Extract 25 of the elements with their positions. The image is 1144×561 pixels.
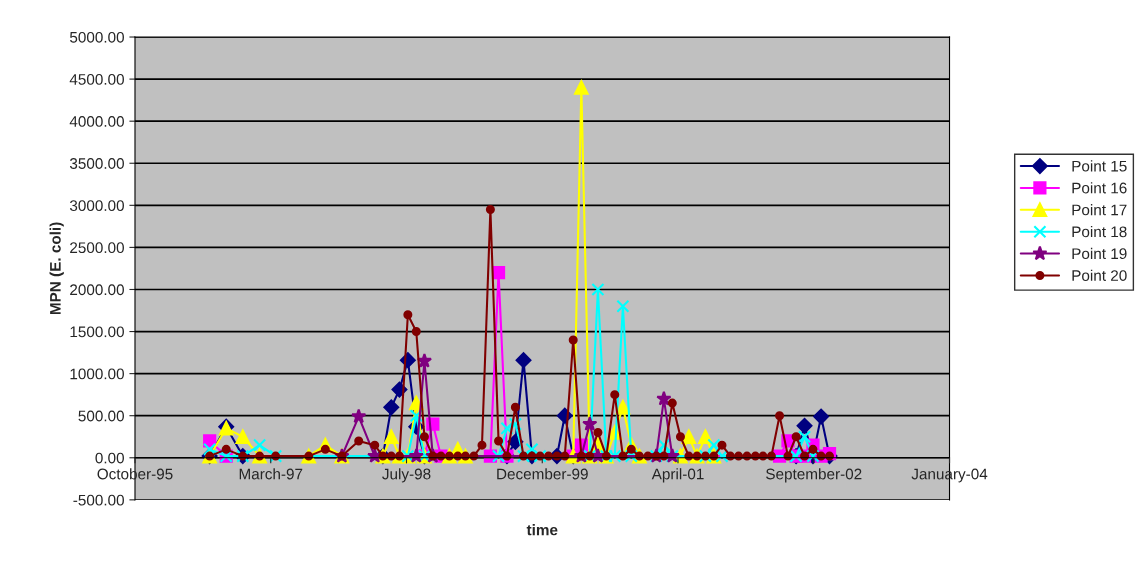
y-tick-label: 2000.00 xyxy=(70,284,124,296)
y-tick-label: 1500.00 xyxy=(70,326,124,338)
y-tick-label: 3500.00 xyxy=(69,158,124,169)
x-tick-label: September-02 xyxy=(766,468,862,483)
y-tick-label: -500.00 xyxy=(73,494,124,506)
x-axis-title: time xyxy=(526,524,558,536)
x-tick-label: December-99 xyxy=(497,468,588,480)
y-tick-label: 0.00 xyxy=(95,452,124,464)
x-tick-label: April-01 xyxy=(651,468,704,483)
legend-label: Point 20 xyxy=(1072,269,1127,281)
y-axis-title: MPN (E. coli) xyxy=(49,222,64,315)
legend-label: Point 16 xyxy=(1072,182,1127,194)
y-tick-label: 2500.00 xyxy=(70,242,124,254)
y-tick-label: 4500.00 xyxy=(69,73,124,85)
legend-label: Point 18 xyxy=(1072,225,1127,238)
legend-label: Point 19 xyxy=(1072,247,1127,260)
legend-label: Point 15 xyxy=(1072,160,1127,172)
y-tick-label: 3000.00 xyxy=(69,200,124,212)
y-tick-label: 1000.00 xyxy=(70,368,124,380)
y-tick-label: 4000.00 xyxy=(69,116,124,127)
y-tick-label: 5000.00 xyxy=(69,31,124,43)
y-tick-label: 500.00 xyxy=(78,410,124,422)
x-tick-label: July-98 xyxy=(382,468,431,483)
x-tick-label: March-97 xyxy=(239,468,303,480)
legend-label: Point 17 xyxy=(1072,204,1127,216)
